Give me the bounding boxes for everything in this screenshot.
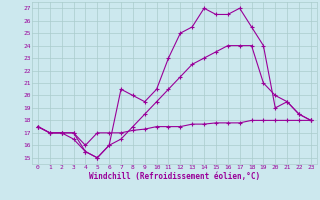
X-axis label: Windchill (Refroidissement éolien,°C): Windchill (Refroidissement éolien,°C) xyxy=(89,172,260,181)
